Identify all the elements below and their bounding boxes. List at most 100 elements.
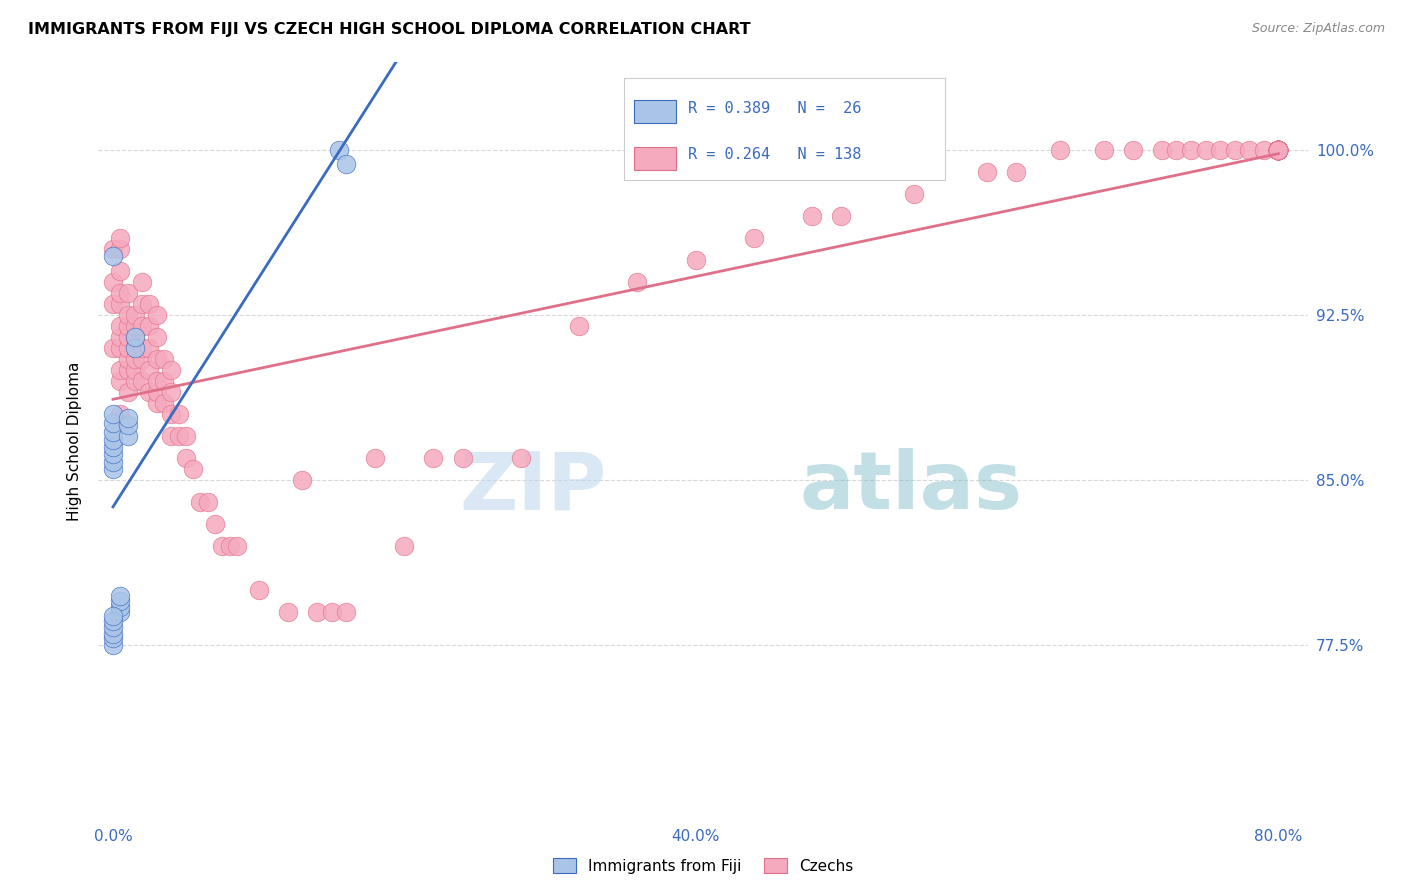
Point: [124, 341, 146, 355]
Point: [1180, 144, 1202, 158]
Point: [101, 627, 124, 641]
Point: [1267, 144, 1289, 158]
Point: [1267, 144, 1289, 158]
Point: [160, 429, 183, 443]
Point: [1267, 144, 1289, 158]
Point: [685, 253, 707, 268]
Text: Source: ZipAtlas.com: Source: ZipAtlas.com: [1251, 22, 1385, 36]
Point: [1267, 144, 1289, 158]
Point: [1267, 144, 1289, 158]
Point: [101, 462, 124, 476]
Point: [1267, 144, 1289, 158]
Point: [1267, 144, 1289, 158]
Point: [1267, 144, 1289, 158]
Point: [110, 341, 132, 355]
Point: [101, 447, 124, 461]
Y-axis label: High School Diploma: High School Diploma: [67, 362, 83, 521]
Point: [131, 341, 153, 355]
Point: [1122, 144, 1144, 158]
Point: [1166, 144, 1188, 158]
Point: [174, 450, 197, 465]
Point: [124, 341, 146, 355]
Point: [1267, 144, 1289, 158]
Point: [1267, 144, 1289, 158]
Point: [1209, 144, 1232, 158]
Point: [110, 374, 132, 388]
Point: [117, 418, 139, 433]
Point: [131, 319, 153, 334]
Point: [1267, 144, 1289, 158]
Point: [1267, 144, 1289, 158]
Point: [321, 605, 343, 619]
Point: [110, 319, 132, 334]
Point: [138, 319, 160, 334]
Point: [1267, 144, 1289, 158]
Point: [568, 319, 591, 334]
Legend: Immigrants from Fiji, Czechs: Immigrants from Fiji, Czechs: [547, 852, 859, 880]
Point: [145, 396, 167, 410]
Point: [742, 231, 765, 245]
Point: [145, 352, 167, 367]
Point: [145, 374, 167, 388]
Point: [1267, 144, 1289, 158]
Point: [110, 363, 132, 377]
Point: [509, 450, 531, 465]
Text: IMMIGRANTS FROM FIJI VS CZECH HIGH SCHOOL DIPLOMA CORRELATION CHART: IMMIGRANTS FROM FIJI VS CZECH HIGH SCHOO…: [28, 22, 751, 37]
Point: [110, 264, 132, 278]
Point: [190, 495, 212, 509]
Point: [277, 605, 299, 619]
Point: [1150, 144, 1173, 158]
Point: [1267, 144, 1289, 158]
Point: [101, 632, 124, 646]
Point: [117, 308, 139, 322]
Point: [117, 429, 139, 443]
Point: [1267, 144, 1289, 158]
Point: [101, 416, 124, 430]
Point: [101, 609, 124, 624]
Point: [160, 363, 183, 377]
Point: [101, 275, 124, 289]
Point: [335, 156, 357, 170]
Point: [1267, 144, 1289, 158]
Point: [101, 620, 124, 634]
Point: [124, 374, 146, 388]
Point: [167, 407, 190, 421]
Point: [110, 605, 132, 619]
Point: [160, 407, 183, 421]
Point: [124, 363, 146, 377]
Point: [1267, 144, 1289, 158]
Point: [131, 297, 153, 311]
Point: [138, 341, 160, 355]
Point: [124, 352, 146, 367]
Point: [247, 582, 270, 597]
Point: [1267, 144, 1289, 158]
Point: [124, 319, 146, 334]
Point: [110, 231, 132, 245]
Point: [1267, 144, 1289, 158]
Point: [291, 473, 314, 487]
Point: [181, 462, 204, 476]
Point: [1253, 144, 1275, 158]
Point: [1049, 144, 1071, 158]
Point: [160, 385, 183, 400]
Point: [110, 594, 132, 608]
Point: [335, 605, 357, 619]
Point: [117, 319, 139, 334]
Point: [101, 455, 124, 469]
Point: [101, 425, 124, 439]
Point: [394, 539, 416, 553]
Point: [117, 363, 139, 377]
Point: [101, 249, 124, 263]
Point: [1267, 144, 1289, 158]
Point: [167, 429, 190, 443]
Point: [1267, 144, 1289, 158]
Point: [101, 614, 124, 628]
Point: [110, 286, 132, 301]
Point: [110, 242, 132, 256]
Point: [101, 440, 124, 454]
Point: [211, 539, 233, 553]
Point: [153, 396, 176, 410]
Point: [138, 297, 160, 311]
Point: [422, 450, 444, 465]
Point: [101, 434, 124, 448]
